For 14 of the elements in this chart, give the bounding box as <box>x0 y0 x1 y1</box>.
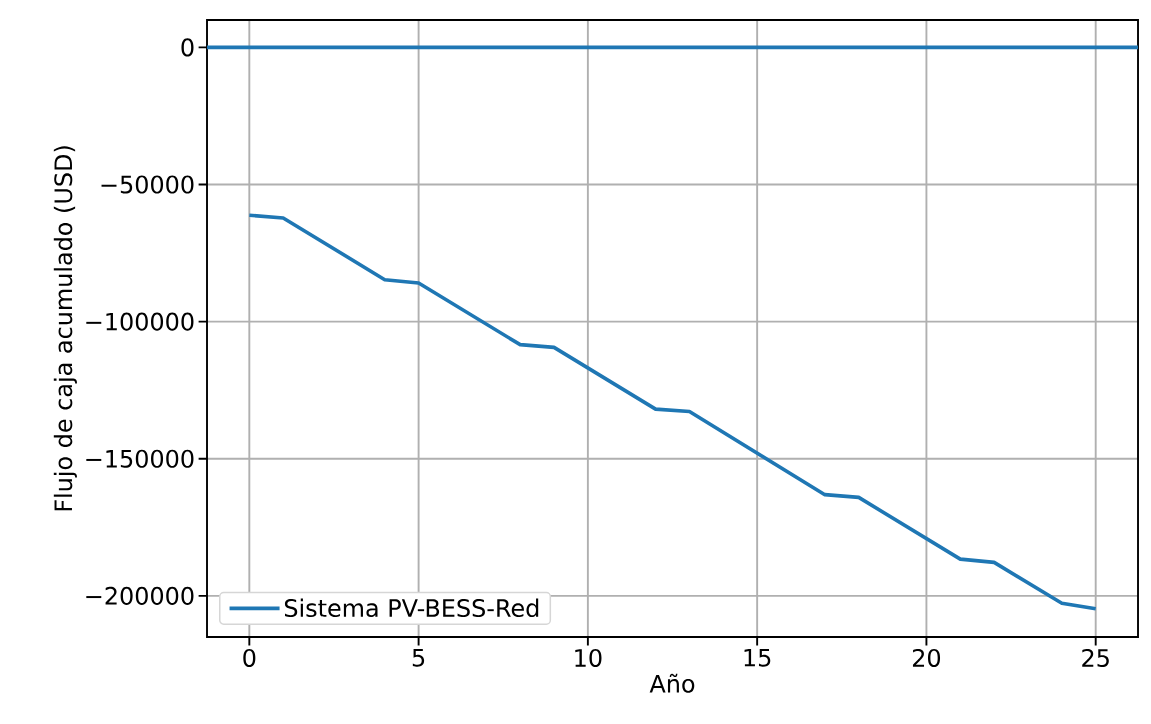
x-tick-label: 15 <box>744 648 771 667</box>
y-tick-label: −50000 <box>101 175 194 194</box>
y-tick-label: −150000 <box>86 449 194 468</box>
x-tick-label: 5 <box>412 648 425 667</box>
x-axis-title: Año <box>649 673 695 693</box>
x-tick-label: 25 <box>1082 648 1109 667</box>
x-tick-label: 20 <box>912 648 941 667</box>
y-tick-label: −200000 <box>86 586 194 605</box>
y-axis-title: Flujo de caja acumulado (USD) <box>53 146 77 511</box>
x-tick-label: 0 <box>243 648 256 667</box>
x-tick-label: 10 <box>575 648 602 667</box>
y-tick-label: −100000 <box>86 312 194 331</box>
y-tick-label: 0 <box>181 38 194 57</box>
legend-label: Sistema PV-BESS-Red <box>284 598 539 618</box>
